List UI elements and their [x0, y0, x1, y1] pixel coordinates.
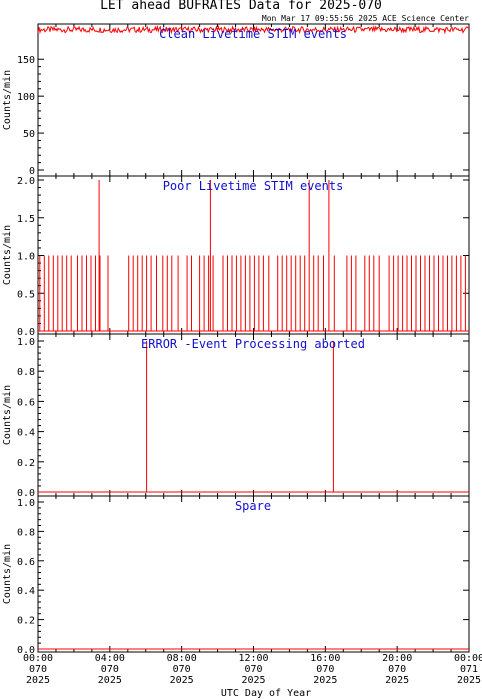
panel-frame	[37, 175, 470, 335]
series-line	[37, 24, 470, 35]
y-tick-label: 0.8	[17, 527, 35, 538]
series-line	[38, 180, 469, 332]
figure-title: LET ahead BUFRATES Data for 2025-070	[100, 0, 382, 13]
y-tick-label: 1.0	[17, 498, 35, 509]
x-tick-year: 2025	[170, 675, 194, 686]
x-tick-year: 2025	[241, 675, 265, 686]
x-tick-doy: 070	[173, 664, 191, 675]
y-tick-label: 2.0	[17, 176, 35, 187]
panel-4: 0.0 0.2 0.4 0.6 0.8 1.0 Counts/min Spare	[2, 495, 470, 656]
x-tick-time: 00:00	[454, 653, 482, 664]
y-tick-label: 0.0	[17, 488, 35, 499]
y-axis-label: Counts/min	[2, 70, 13, 130]
panel-frame	[37, 333, 470, 497]
x-tick-time: 20:00	[382, 653, 412, 664]
y-axis-label: Counts/min	[2, 225, 13, 285]
x-tick-doy: 070	[316, 664, 334, 675]
x-tick-doy: 070	[388, 664, 406, 675]
x-tick-time: 08:00	[167, 653, 197, 664]
x-tick-doy: 070	[101, 664, 119, 675]
x-tick-year: 2025	[313, 675, 337, 686]
x-tick-time: 12:00	[238, 653, 268, 664]
y-tick-label: 50	[23, 129, 35, 140]
x-tick-doy: 070	[244, 664, 262, 675]
x-tick-year: 2025	[385, 675, 409, 686]
panel-title: Clean Livetime STIM events	[159, 27, 347, 41]
y-tick-label: 0.0	[17, 327, 35, 338]
x-tick-time: 04:00	[95, 653, 125, 664]
x-tick-year: 2025	[98, 675, 122, 686]
y-tick-label: 0	[29, 166, 35, 177]
y-tick-label: 1.0	[17, 252, 35, 263]
panels: 0 50 100 150 Counts/min Clean Livetime STIM e…	[2, 23, 470, 656]
panel-1: 0 50 100 150 Counts/min Clean Livetime STIM e…	[2, 23, 470, 177]
timestamp: Mon Mar 17 09:55:56 2025 ACE Science Cen…	[262, 14, 469, 23]
y-tick-label: 0.0	[17, 645, 35, 656]
y-tick-label: 100	[17, 92, 35, 103]
x-tick-time: 00:00	[23, 653, 53, 664]
y-tick-label: 0.4	[17, 428, 35, 439]
y-tick-label: 1.5	[17, 214, 35, 225]
x-tick-year: 2025	[457, 675, 481, 686]
panel-2: 0.0 0.5 1.0 1.5 2.0 Counts/min Poor Livetime S…	[2, 175, 470, 338]
y-tick-label: 0.4	[17, 586, 35, 597]
x-tick-time: 16:00	[310, 653, 340, 664]
y-tick-label: 1.0	[17, 337, 35, 348]
y-tick-label: 0.2	[17, 458, 35, 469]
panel-title: ERROR -Event Processing aborted	[141, 337, 365, 351]
x-tick-doy: 070	[29, 664, 47, 675]
y-tick-label: 150	[17, 55, 35, 66]
y-tick-label: 0.6	[17, 397, 35, 408]
x-tick-year: 2025	[26, 675, 50, 686]
y-tick-label: 0.5	[17, 289, 35, 300]
series-line	[38, 341, 469, 493]
y-axis-label: Counts/min	[2, 544, 13, 604]
panel-title: Poor Livetime STIM events	[163, 179, 344, 193]
y-axis-label: Counts/min	[2, 385, 13, 445]
y-tick-label: 0.2	[17, 616, 35, 627]
x-tick-doy: 071	[460, 664, 478, 675]
x-axis: 00:00070202504:00070202508:00070202512:0…	[23, 653, 482, 686]
x-axis-label: UTC Day of Year	[221, 688, 311, 699]
panel-frame	[37, 23, 470, 177]
panel-frame	[37, 495, 470, 653]
y-tick-label: 0.6	[17, 557, 35, 568]
y-tick-label: 0.8	[17, 367, 35, 378]
panel-title: Spare	[235, 499, 271, 513]
panel-3: 0.0 0.2 0.4 0.6 0.8 1.0 Counts/min ERROR -Event…	[2, 333, 470, 499]
